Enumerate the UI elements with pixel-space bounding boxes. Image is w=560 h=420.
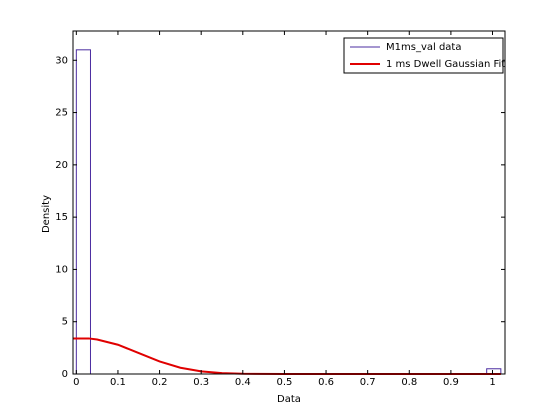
y-tick-label: 20 [55, 160, 68, 171]
x-axis-label: Data [277, 394, 301, 405]
x-tick-label: 0.1 [110, 377, 126, 388]
y-tick-label: 5 [62, 317, 68, 328]
x-tick-label: 0.6 [318, 377, 334, 388]
legend-label: 1 ms Dwell Gaussian Fit [386, 59, 505, 70]
x-tick-label: 0.4 [235, 377, 251, 388]
x-tick-label: 0.3 [193, 377, 209, 388]
y-axis-label: Density [41, 195, 52, 233]
x-tick-label: 0.5 [276, 377, 292, 388]
x-tick-label: 1 [489, 377, 495, 388]
x-tick-label: 0.9 [443, 377, 459, 388]
legend-box [343, 37, 504, 74]
y-tick-label: 0 [62, 369, 68, 380]
x-tick-label: 0 [73, 377, 79, 388]
y-tick-label: 15 [55, 212, 68, 223]
x-tick-label: 0.2 [152, 377, 168, 388]
axes-box [72, 30, 506, 375]
legend-label: M1ms_val data [386, 42, 461, 53]
plot-area [73, 31, 505, 374]
x-tick-label: 0.8 [401, 377, 417, 388]
y-tick-label: 10 [55, 264, 68, 275]
x-tick-label: 0.7 [360, 377, 376, 388]
y-tick-label: 30 [55, 55, 68, 66]
y-tick-label: 25 [55, 108, 68, 119]
